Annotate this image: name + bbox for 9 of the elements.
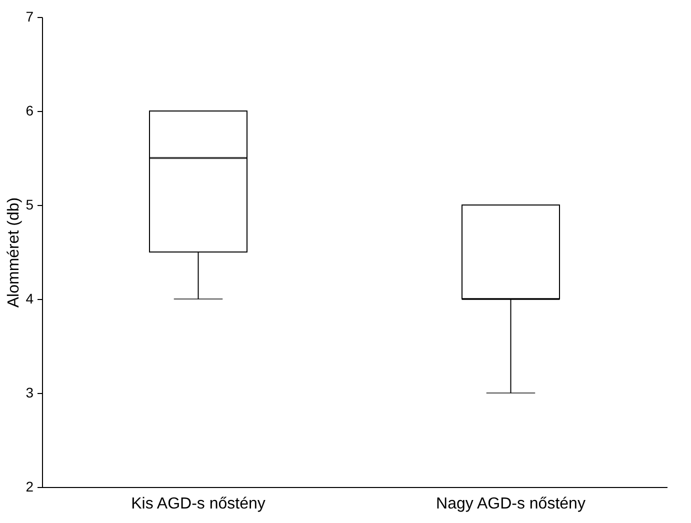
y-tick-label: 2 <box>26 478 34 494</box>
y-axis-title: Alomméret (db) <box>6 197 23 308</box>
y-tick-label: 7 <box>26 8 34 24</box>
y-tick-label: 5 <box>26 196 34 212</box>
x-tick-label: Kis AGD-s nőstény <box>131 496 266 512</box>
y-tick-label: 6 <box>26 102 34 118</box>
x-tick-label: Nagy AGD-s nőstény <box>436 496 586 512</box>
y-tick-label: 3 <box>26 384 34 400</box>
y-tick-label: 4 <box>26 290 34 306</box>
